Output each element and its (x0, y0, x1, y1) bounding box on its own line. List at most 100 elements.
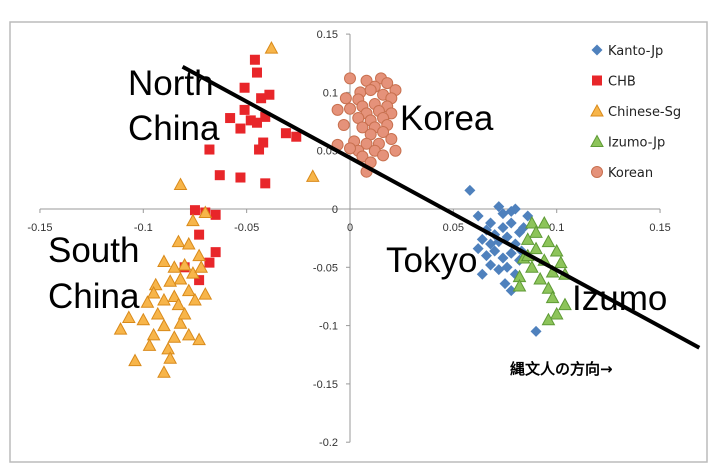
point-chb (258, 137, 269, 148)
legend-label-kanto-jp: Kanto-Jp (608, 44, 663, 59)
point-kanto-jp (485, 238, 497, 250)
point-korean (356, 121, 369, 134)
x-tick-label: -0.1 (134, 222, 153, 234)
point-chb (280, 128, 291, 139)
point-chb (260, 111, 271, 122)
point-chinese-sg (136, 312, 151, 326)
point-kanto-jp (505, 285, 517, 297)
legend-marker-korean (591, 166, 603, 178)
point-chinese-sg (157, 365, 171, 378)
point-izumo-jp (529, 241, 543, 255)
point-korean (339, 92, 352, 105)
point-chinese-sg (181, 327, 196, 341)
point-chinese-sg (157, 318, 171, 332)
x-tick-label: -0.15 (27, 222, 52, 234)
point-chinese-sg (192, 332, 206, 346)
point-chinese-sg (157, 254, 171, 267)
point-chinese-sg (177, 306, 192, 320)
point-chinese-sg (167, 260, 182, 273)
point-izumo-jp (525, 215, 539, 229)
point-izumo-jp (553, 255, 568, 269)
point-kanto-jp (464, 184, 476, 196)
label-jomon-direction: 縄文人の方向→ (510, 360, 613, 378)
point-kanto-jp (505, 217, 517, 229)
y-tick-label: 0.1 (323, 87, 338, 99)
point-chb (254, 144, 265, 155)
point-korean (389, 144, 402, 157)
point-chb (204, 144, 215, 155)
point-chinese-sg (146, 285, 161, 299)
point-izumo-jp (558, 297, 572, 311)
point-kanto-jp (518, 222, 530, 234)
legend-marker-izumo-jp (590, 134, 604, 147)
x-tick-label: 0.05 (443, 222, 464, 234)
label-north: North (128, 64, 214, 103)
point-kanto-jp (505, 247, 517, 259)
point-chinese-sg (181, 283, 196, 297)
point-chb (264, 89, 275, 100)
point-chinese-sg (163, 351, 178, 364)
x-tick-label: 0.1 (549, 222, 564, 234)
point-chinese-sg (128, 353, 142, 367)
point-chb (256, 93, 267, 104)
point-kanto-jp (485, 259, 497, 271)
point-kanto-jp (530, 325, 542, 337)
annotation-labels: North China Korea South China Tokyo Izum… (48, 64, 667, 378)
point-chinese-sg (173, 177, 188, 191)
point-korean (377, 149, 390, 162)
point-kanto-jp (499, 278, 511, 290)
label-north-china: China (128, 109, 220, 148)
point-chinese-sg (146, 327, 161, 341)
point-chb (251, 67, 262, 78)
data-points (113, 41, 572, 378)
point-chinese-sg (264, 41, 279, 54)
point-chinese-sg (121, 310, 136, 323)
point-chinese-sg (173, 271, 188, 285)
point-kanto-jp (493, 201, 505, 213)
point-kanto-jp (501, 261, 513, 273)
label-korea: Korea (400, 99, 494, 138)
point-kanto-jp (476, 233, 488, 245)
point-chb (204, 257, 215, 268)
point-chb (239, 104, 250, 115)
point-izumo-jp (549, 306, 564, 320)
point-chinese-sg (173, 316, 188, 329)
point-chb (210, 209, 221, 220)
point-korean (377, 126, 390, 139)
point-izumo-jp (545, 290, 560, 304)
point-kanto-jp (509, 203, 521, 215)
axes: -0.15 -0.1 -0.05 0 0.05 0.1 0.150.150.10.050-0… (27, 29, 670, 449)
point-korean (344, 102, 356, 115)
point-korean (344, 142, 356, 155)
point-kanto-jp (480, 250, 492, 262)
point-chinese-sg (140, 295, 155, 308)
legend-marker-chinese-sg (590, 103, 604, 117)
x-tick-label: 0 (347, 222, 353, 234)
point-chinese-sg (186, 213, 200, 227)
trend-line (181, 64, 701, 350)
point-korean (337, 119, 350, 132)
point-chinese-sg (167, 289, 182, 302)
point-izumo-jp (541, 312, 556, 326)
x-tick-label: -0.05 (234, 222, 259, 234)
label-south-china: China (48, 277, 140, 316)
point-kanto-jp (497, 208, 509, 220)
point-chb (225, 113, 236, 124)
label-tokyo: Tokyo (386, 241, 477, 280)
y-tick-label: -0.15 (313, 379, 338, 391)
x-tick-label: 0.15 (649, 222, 670, 234)
point-chb (245, 115, 256, 126)
point-korean (364, 84, 377, 97)
point-izumo-jp (541, 281, 556, 294)
point-izumo-jp (520, 232, 535, 245)
point-chb (235, 172, 246, 183)
legend-label-korean: Korean (608, 166, 653, 181)
y-tick-label: -0.1 (319, 321, 338, 333)
point-korean (344, 72, 356, 85)
point-izumo-jp (525, 260, 539, 273)
point-chinese-sg (163, 274, 178, 287)
y-tick-label: -0.2 (319, 437, 338, 449)
point-chinese-sg (161, 341, 175, 355)
point-kanto-jp (476, 268, 488, 280)
point-chinese-sg (305, 169, 320, 182)
